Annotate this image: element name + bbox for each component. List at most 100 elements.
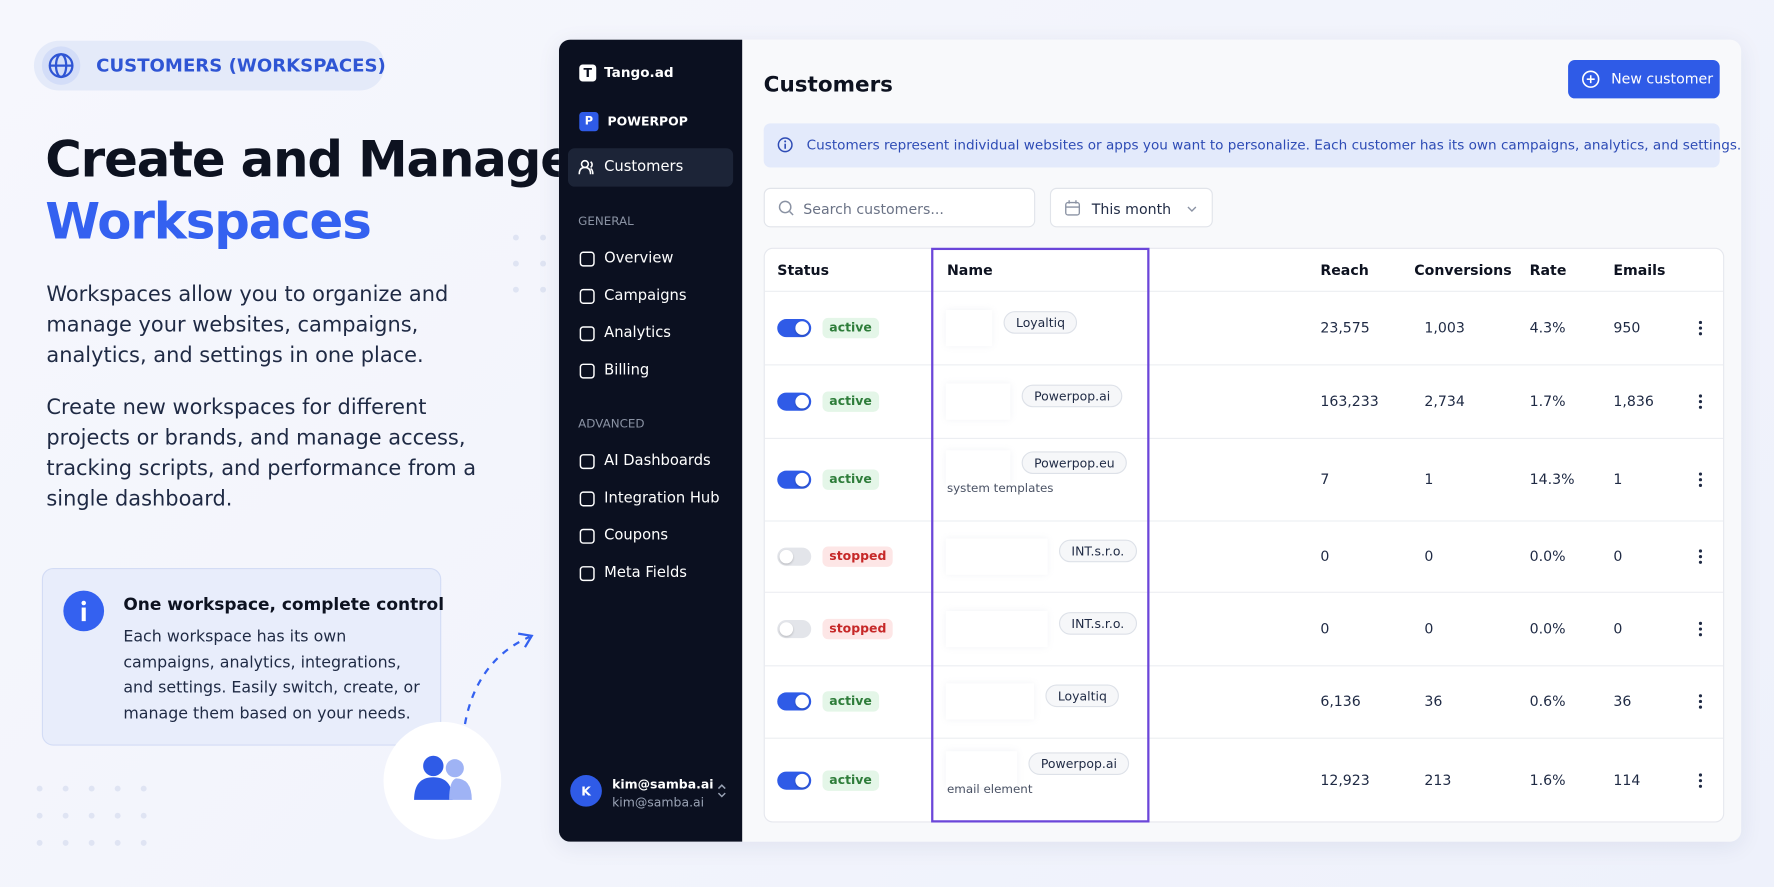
- name-placeholder: [945, 309, 993, 346]
- nav-icon: [579, 326, 595, 342]
- new-customer-button[interactable]: New customer: [1568, 59, 1720, 99]
- status-badge: active: [822, 769, 879, 791]
- kebab-icon: [1698, 621, 1703, 636]
- column-header: Reach: [1320, 261, 1369, 279]
- row-menu[interactable]: [1697, 621, 1704, 637]
- cell-rate: 0.0%: [1529, 547, 1566, 564]
- callout: One workspace, complete control Each wor…: [41, 567, 444, 746]
- name-note: email element: [946, 782, 1033, 796]
- cell-emails: 0: [1613, 619, 1623, 637]
- toggle-knob: [795, 472, 809, 486]
- status-toggle[interactable]: [777, 771, 812, 790]
- nav-icon: [579, 528, 595, 544]
- name-column-highlight: [931, 247, 1150, 823]
- status-badge: active: [822, 691, 879, 712]
- globe-icon: [41, 46, 81, 85]
- column-header: Status: [777, 261, 829, 279]
- toggle-knob: [795, 773, 809, 787]
- cell-rate: 0.6%: [1529, 692, 1566, 710]
- cell-emails: 0: [1613, 547, 1623, 564]
- row-divider: [764, 591, 1724, 593]
- info-bar: Customers represent individual websites …: [763, 123, 1741, 168]
- button-label: New customer: [1611, 70, 1714, 88]
- nav-item[interactable]: Billing: [568, 355, 733, 387]
- nav-label: Customers: [604, 158, 684, 176]
- user-name: kim@samba.ai: [612, 777, 714, 792]
- status-badge: active: [822, 468, 879, 490]
- brand-name[interactable]: Tango.ad: [604, 64, 674, 81]
- cell-emails: 114: [1613, 771, 1641, 789]
- user-email: kim@samba.ai: [612, 795, 705, 811]
- status-toggle[interactable]: [777, 692, 812, 711]
- row-menu[interactable]: [1697, 772, 1704, 788]
- cell-emails: 1: [1613, 470, 1623, 488]
- nav-item[interactable]: Analytics: [568, 318, 733, 350]
- name-tag: Powerpop.ai: [1028, 751, 1130, 775]
- status-toggle[interactable]: [777, 547, 812, 566]
- nav-item[interactable]: AI Dashboards: [568, 446, 733, 478]
- row-menu[interactable]: [1697, 694, 1704, 710]
- user-menu-chevron[interactable]: [717, 784, 726, 798]
- nav-item-active[interactable]: Customers: [567, 148, 734, 187]
- name-tag: Powerpop.eu: [1021, 450, 1128, 474]
- cell-rate: 1.7%: [1529, 392, 1566, 409]
- sidebar: T Tango.ad P POWERPOP Customers K kim@sa…: [558, 39, 743, 842]
- hero-paragraph: Create new workspaces for different proj…: [46, 395, 477, 512]
- row-menu[interactable]: [1697, 320, 1704, 336]
- hero-paragraph: Workspaces allow you to organize and man…: [46, 282, 449, 368]
- callout-text: Each workspace has its own campaigns, an…: [123, 627, 420, 723]
- cell-rate: 0.0%: [1529, 619, 1566, 637]
- cell-reach: 6,136: [1320, 692, 1361, 710]
- nav-label: Billing: [604, 362, 650, 380]
- nav-label: Integration Hub: [604, 489, 720, 507]
- workspace-name[interactable]: POWERPOP: [607, 114, 688, 129]
- row-divider: [764, 737, 1724, 739]
- nav-icon: [579, 363, 595, 379]
- cell-reach: 0: [1320, 547, 1330, 564]
- status-toggle[interactable]: [777, 619, 812, 638]
- search-icon: [778, 200, 794, 216]
- date-filter[interactable]: This month: [1049, 187, 1213, 228]
- name-placeholder: [945, 683, 1035, 720]
- name-tag: Powerpop.ai: [1021, 384, 1123, 407]
- nav-icon: [579, 566, 595, 582]
- info-icon: [777, 137, 793, 153]
- nav-icon: [579, 491, 595, 507]
- toggle-knob: [795, 694, 809, 709]
- nav-label: Meta Fields: [604, 564, 687, 582]
- cell-conversions: 1,003: [1424, 318, 1465, 336]
- name-note: system templates: [946, 481, 1054, 495]
- toggle-knob: [779, 549, 794, 563]
- nav-section-title: ADVANCED: [578, 417, 645, 432]
- info-icon: [63, 590, 105, 632]
- status-toggle[interactable]: [777, 392, 812, 411]
- status-toggle[interactable]: [777, 470, 812, 489]
- nav-item[interactable]: Overview: [568, 243, 733, 275]
- cell-conversions: 213: [1424, 771, 1452, 789]
- status-toggle[interactable]: [777, 318, 812, 337]
- name-tag: INT.s.r.o.: [1058, 539, 1137, 562]
- cell-reach: 12,923: [1320, 771, 1370, 789]
- cell-conversions: 2,734: [1424, 392, 1465, 409]
- cell-reach: 7: [1320, 470, 1330, 488]
- nav-section-title: GENERAL: [578, 214, 634, 229]
- nav-item[interactable]: Meta Fields: [568, 558, 733, 590]
- kebab-icon: [1698, 393, 1703, 409]
- nav-icon: [579, 288, 595, 304]
- nav-item[interactable]: Campaigns: [568, 281, 733, 313]
- row-menu[interactable]: [1697, 548, 1704, 564]
- nav-label: Overview: [604, 250, 674, 268]
- hero-title-accent: Workspaces: [45, 193, 372, 252]
- search-input[interactable]: Search customers...: [763, 187, 1036, 228]
- cell-rate: 4.3%: [1529, 318, 1566, 336]
- column-header: Emails: [1613, 261, 1666, 279]
- status-badge: stopped: [822, 618, 894, 639]
- row-menu[interactable]: [1697, 471, 1704, 487]
- nav-item[interactable]: Integration Hub: [568, 483, 733, 515]
- row-menu[interactable]: [1697, 393, 1704, 409]
- nav-item[interactable]: Coupons: [568, 520, 733, 552]
- user-avatar[interactable]: K: [570, 774, 602, 807]
- date-filter-label: This month: [1091, 200, 1172, 218]
